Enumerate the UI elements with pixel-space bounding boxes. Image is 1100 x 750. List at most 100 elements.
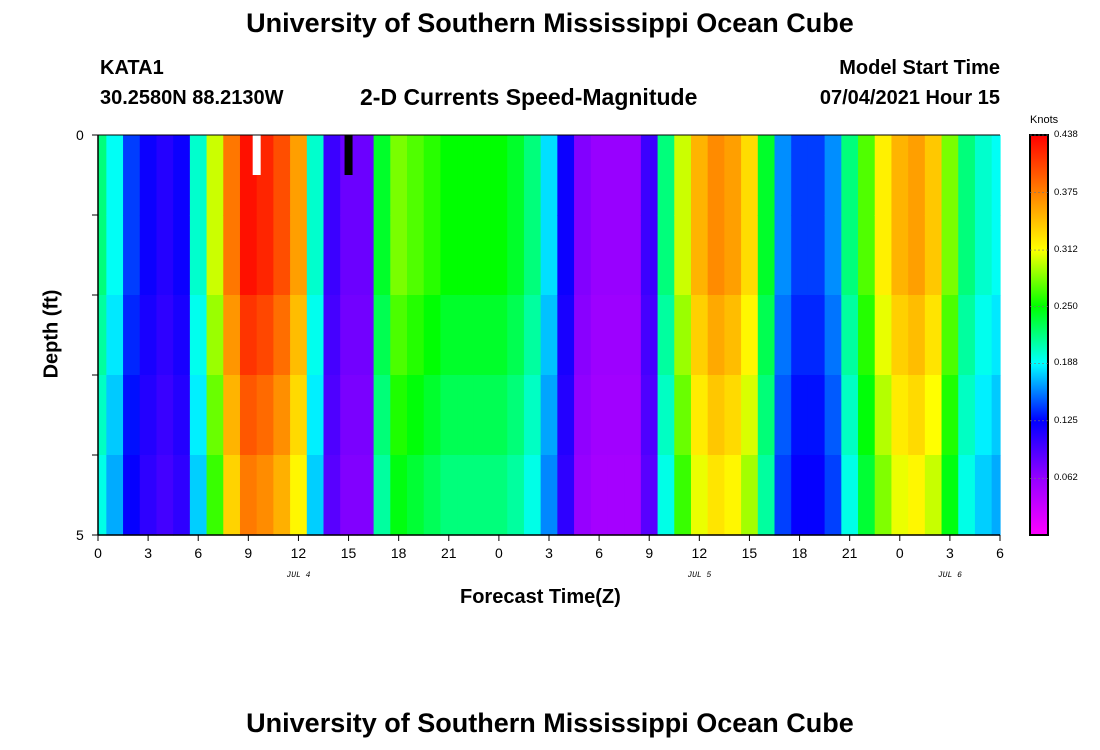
heatmap-cell — [841, 215, 859, 296]
heatmap-cell — [791, 455, 809, 536]
x-tick-label: 21 — [841, 545, 858, 561]
heatmap-cell — [807, 215, 826, 296]
heatmap-cell — [724, 215, 742, 296]
heatmap-cell — [139, 375, 158, 456]
heatmap-cell — [490, 295, 508, 376]
heatmap-cell — [807, 375, 826, 456]
heatmap-cell — [707, 455, 725, 536]
heatmap-cell — [908, 215, 926, 296]
heatmap-cell — [991, 375, 1001, 456]
colorbar-tick-label: 0.312 — [1054, 244, 1078, 256]
heatmap-cell — [690, 215, 709, 296]
heatmap-cell — [607, 215, 625, 296]
heatmap-cell — [223, 215, 241, 296]
heatmap-cell — [891, 135, 909, 216]
heatmap-cell — [523, 455, 542, 536]
heatmap-cell — [98, 135, 107, 216]
heatmap-cell — [607, 375, 625, 456]
heatmap-cell — [390, 135, 408, 216]
heatmap-cell — [640, 215, 659, 296]
heatmap-cell — [306, 455, 325, 536]
time-marker — [252, 135, 261, 175]
heatmap-cell — [373, 295, 391, 376]
heatmap-cell — [189, 375, 208, 456]
heatmap-cell — [741, 375, 759, 456]
heatmap-cell — [557, 215, 575, 296]
heatmap-cell — [256, 375, 274, 456]
heatmap-cell — [323, 455, 341, 536]
heatmap-cell — [206, 135, 224, 216]
heatmap-cell — [523, 375, 542, 456]
colorbar-unit-label: Knots — [1030, 114, 1059, 126]
heatmap-cell — [206, 455, 224, 536]
heatmap-cell — [891, 215, 909, 296]
heatmap-cell — [239, 295, 258, 376]
heatmap-cell — [924, 455, 943, 536]
heatmap-cell — [657, 215, 675, 296]
heatmap-cell — [891, 295, 909, 376]
heatmap-cell — [123, 135, 141, 216]
y-tick-label: 0 — [76, 127, 84, 143]
heatmap-cell — [757, 375, 776, 456]
heatmap-cell — [273, 295, 291, 376]
heatmap-cell — [557, 455, 575, 536]
heatmap-cell — [256, 215, 274, 296]
heatmap-cell — [958, 135, 976, 216]
heatmap-cell — [891, 375, 909, 456]
heatmap-cell — [724, 135, 742, 216]
heatmap-cell — [974, 375, 993, 456]
heatmap-cell — [824, 135, 842, 216]
x-tick-label: 3 — [945, 545, 954, 561]
heatmap-cell — [340, 295, 358, 376]
heatmap-cell — [640, 455, 659, 536]
heatmap-cell — [373, 375, 391, 456]
x-tick-label: 3 — [144, 545, 153, 561]
heatmap-cell — [974, 295, 993, 376]
heatmap-cell — [306, 215, 325, 296]
heatmap-cell — [123, 375, 141, 456]
heatmap-cell — [323, 135, 341, 216]
date-label: JUL 6 — [937, 571, 962, 580]
heatmap-cell — [273, 135, 291, 216]
heatmap-cell — [774, 295, 792, 376]
heatmap-cell — [991, 455, 1001, 536]
heatmap-cell — [724, 455, 742, 536]
heatmap-cell — [874, 135, 893, 216]
heatmap-cell — [590, 455, 609, 536]
heatmap-cell — [139, 135, 158, 216]
heatmap-cell — [373, 135, 391, 216]
heatmap-cell — [590, 295, 609, 376]
heatmap-cell — [741, 295, 759, 376]
heatmap-cell — [340, 215, 358, 296]
heatmap-cell — [891, 455, 909, 536]
heatmap-cell — [624, 455, 642, 536]
heatmap-cell — [123, 455, 141, 536]
axes — [92, 134, 1001, 541]
heatmap-cell — [674, 295, 692, 376]
heatmap-cell — [607, 295, 625, 376]
heatmap-cell — [440, 455, 458, 536]
heatmap-cell — [540, 295, 558, 376]
x-tick-label: 6 — [595, 545, 604, 561]
heatmap-cell — [824, 215, 842, 296]
heatmap-cell — [98, 295, 107, 376]
heatmap-cell — [440, 375, 458, 456]
heatmap-cell — [457, 135, 475, 216]
heatmap-cell — [540, 215, 558, 296]
heatmap-cell — [206, 375, 224, 456]
heatmap-cell — [373, 215, 391, 296]
page-title-bottom: University of Southern Mississippi Ocean… — [246, 708, 854, 738]
colorbar-tick-label: 0.062 — [1054, 472, 1078, 484]
station-coordinates: 30.2580N 88.2130W — [100, 87, 284, 109]
x-tick-label: 9 — [645, 545, 654, 561]
heatmap-cell — [256, 455, 274, 536]
heatmap-cell — [791, 295, 809, 376]
heatmap-cell — [991, 215, 1001, 296]
heatmap-cell — [574, 295, 592, 376]
x-tick-label: 0 — [895, 545, 904, 561]
heatmap-cell — [507, 295, 525, 376]
heatmap-cell — [139, 455, 158, 536]
heatmap-cell — [106, 375, 124, 456]
heatmap-cell — [908, 135, 926, 216]
heatmap-cell — [791, 375, 809, 456]
